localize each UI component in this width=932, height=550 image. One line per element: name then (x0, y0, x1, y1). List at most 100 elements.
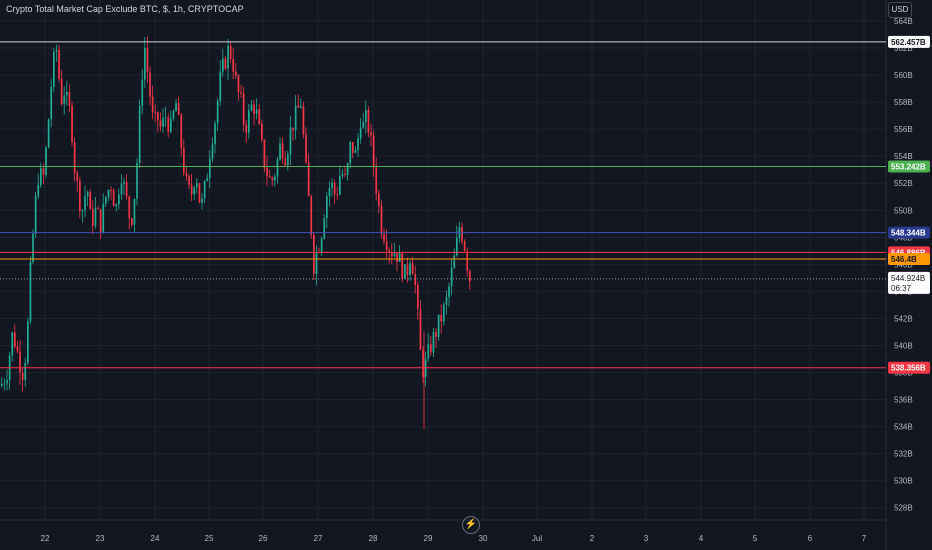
candle-body (118, 194, 120, 205)
candle-body (196, 183, 198, 188)
candle-body (167, 117, 170, 132)
price-tick-label: 558B (894, 98, 913, 107)
candle-body (177, 103, 180, 115)
candle-body (209, 158, 211, 178)
candle-body (440, 314, 443, 322)
price-tick-label: 564B (894, 17, 913, 26)
candle-body (125, 181, 128, 197)
candle-body (84, 196, 86, 211)
candle-body (297, 105, 300, 108)
candle-body (60, 78, 63, 105)
candle-body (336, 194, 339, 196)
candle-body (287, 154, 289, 166)
candle-body (97, 207, 99, 210)
candle-body (422, 350, 424, 377)
candle-body (378, 193, 380, 206)
candle-body (149, 72, 151, 97)
candle-body (63, 95, 66, 105)
candle-body (79, 180, 81, 211)
candle-body (393, 253, 396, 257)
candle-body (162, 117, 164, 127)
candle-body (281, 143, 284, 159)
candle-body (437, 314, 440, 337)
flash-icon[interactable]: ⚡ (462, 516, 480, 534)
candle-body (201, 198, 203, 203)
candle-body (380, 205, 383, 235)
candle-body (115, 204, 118, 207)
time-tick-label: 4 (699, 534, 704, 543)
price-tick-label: 542B (894, 314, 913, 323)
candle-body (55, 49, 58, 52)
candle-body (323, 218, 326, 239)
candle-body (292, 127, 294, 131)
candle-body (271, 177, 274, 181)
candle-body (29, 261, 32, 322)
candle-body (53, 51, 55, 87)
candle-body (240, 92, 242, 94)
candle-body (128, 196, 131, 219)
candle-body (235, 71, 237, 76)
currency-button[interactable]: USD (888, 2, 912, 18)
candle-body (19, 351, 21, 373)
candle-body (21, 372, 24, 381)
candle-body (73, 142, 76, 174)
candle-body (357, 138, 359, 151)
candle-body (76, 173, 79, 181)
candle-body (89, 192, 92, 210)
candle-body (450, 268, 453, 287)
candle-body (40, 168, 42, 185)
candle-body (367, 110, 370, 133)
candle-body (1, 383, 3, 387)
candle-body (6, 380, 8, 384)
candle-body (409, 263, 411, 276)
candle-body (320, 238, 323, 253)
candle-body (211, 144, 214, 159)
candle-body (146, 48, 149, 73)
price-tick-label: 532B (894, 450, 913, 459)
candle-body (346, 163, 349, 176)
candle-body (222, 58, 224, 72)
candle-body (315, 251, 318, 274)
candle-body (94, 207, 97, 226)
price-tick-label: 534B (894, 423, 913, 432)
time-tick-label: 26 (259, 534, 268, 543)
level-tag-label: 546.886B (891, 248, 926, 257)
candle-body (469, 270, 471, 282)
candle-body (206, 177, 209, 182)
time-tick-label: 30 (479, 534, 488, 543)
candle-body (417, 285, 419, 309)
level-tag (888, 160, 930, 173)
candle-body (266, 167, 268, 177)
candle-body (344, 174, 346, 176)
candle-body (50, 86, 53, 120)
price-tick-label: 556B (894, 125, 913, 134)
candle-body (463, 241, 466, 252)
candle-body (229, 45, 232, 59)
level-tag (888, 35, 930, 48)
candle-body (242, 93, 245, 125)
candle-body (131, 218, 133, 225)
candle-body (445, 297, 448, 305)
candle-body (404, 264, 406, 279)
candle-body (159, 120, 162, 127)
price-tick-label: 536B (894, 396, 913, 405)
last-price-tag (888, 271, 930, 294)
candle-body (227, 45, 229, 69)
candle-body (32, 233, 34, 262)
candle-body (391, 251, 393, 257)
time-tick-label: 23 (96, 534, 105, 543)
price-tick-label: 530B (894, 477, 913, 486)
candle-body (151, 96, 154, 113)
candle-body (398, 253, 401, 263)
candle-body (372, 135, 375, 168)
candle-body (352, 141, 354, 153)
candle-body (375, 167, 378, 194)
candle-body (58, 49, 60, 79)
candle-body (388, 250, 391, 252)
candle-body (268, 176, 271, 178)
time-tick-label: 2 (590, 534, 595, 543)
time-tick-label: 27 (314, 534, 323, 543)
candle-body (102, 203, 105, 233)
time-tick-label: 7 (862, 534, 867, 543)
